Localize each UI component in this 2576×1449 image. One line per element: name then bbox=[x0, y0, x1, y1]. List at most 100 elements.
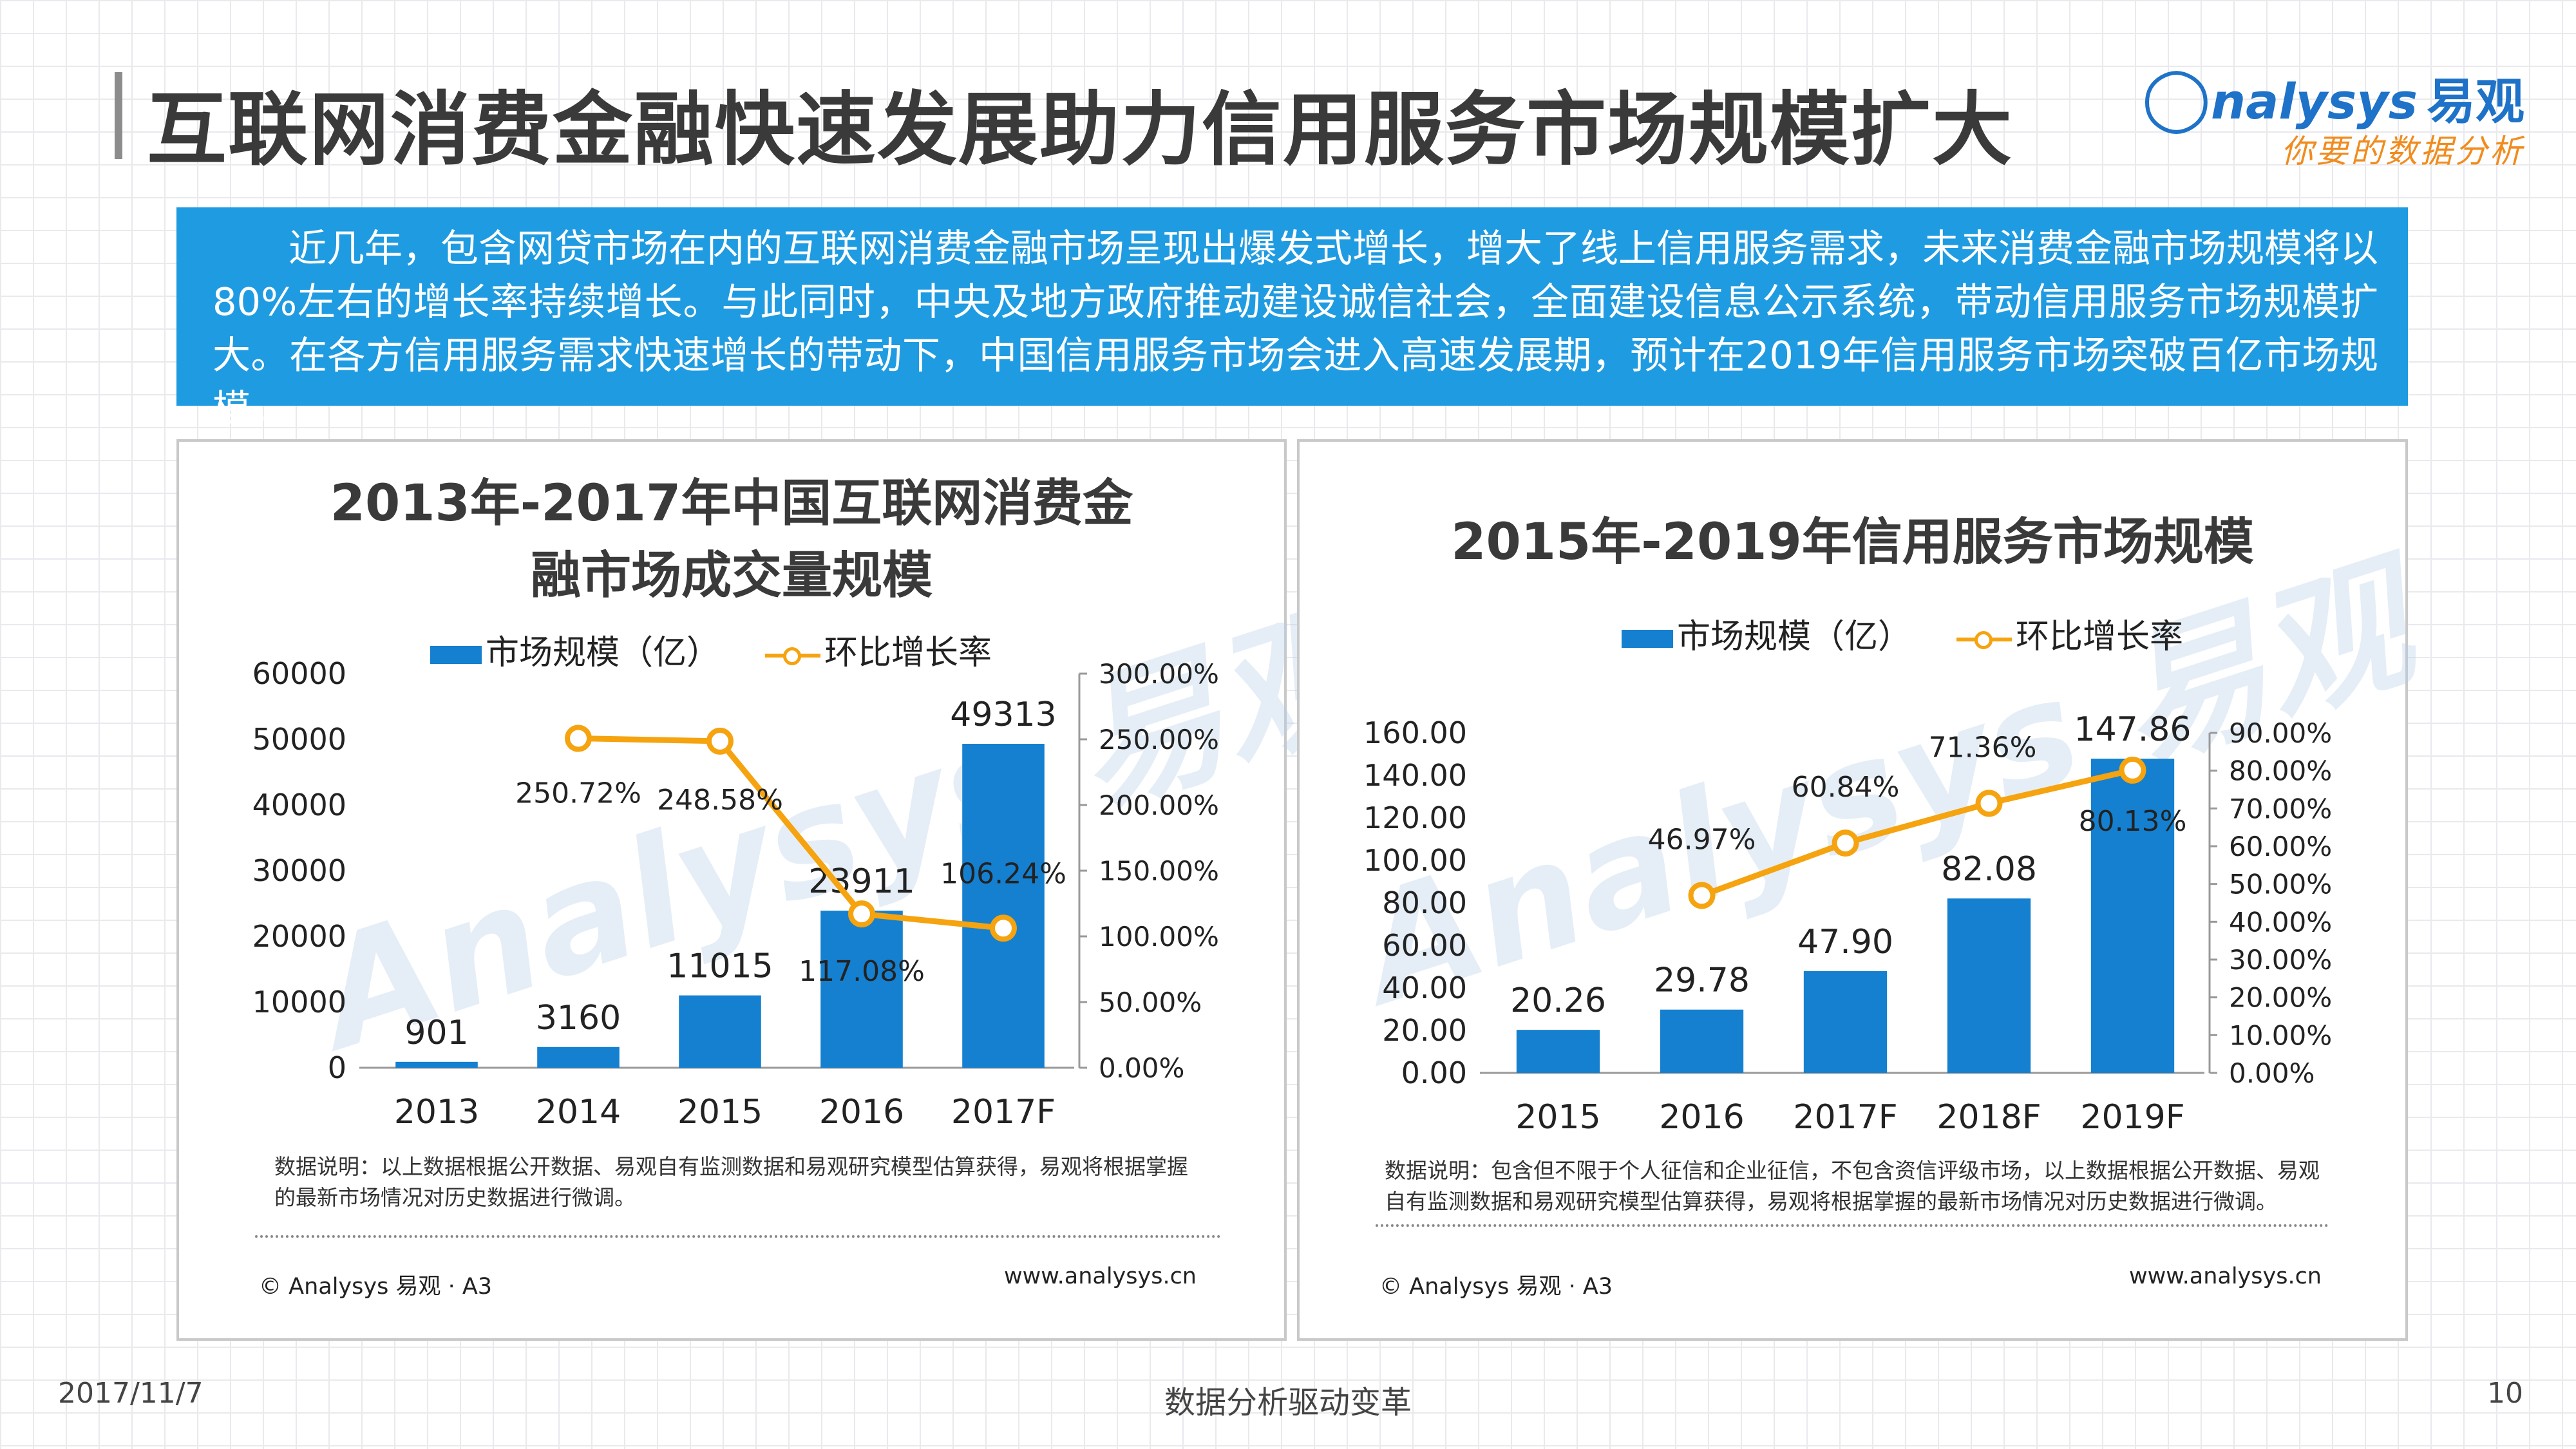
y-right-tick-label: 30.00% bbox=[2229, 944, 2332, 976]
y-right-tick-label: 100.00% bbox=[1099, 921, 1219, 952]
legend-bar-label: 市场规模（亿） bbox=[1677, 618, 1912, 656]
bar-value-label: 11015 bbox=[667, 947, 773, 986]
y-left-tick-label: 50000 bbox=[252, 722, 346, 757]
chart-title-left-line1: 2013年-2017年中国互联网消费金 bbox=[330, 475, 1133, 533]
growth-rate-label: 248.58% bbox=[657, 784, 783, 817]
chart-panel-left: Analysys 易观 2013年-2017年中国互联网消费金 融市场成交量规模… bbox=[176, 439, 1387, 1341]
y-right-tick-label: 40.00% bbox=[2229, 906, 2332, 938]
x-tick-label: 2017F bbox=[1793, 1098, 1897, 1137]
page-title: 互联网消费金融快速发展助力信用服务市场规模扩大 bbox=[147, 84, 2014, 176]
divider-left bbox=[255, 1235, 1221, 1238]
legend-right: 市场规模（亿） 环比增长率 bbox=[1622, 609, 2183, 658]
bar-value-label: 3160 bbox=[536, 999, 621, 1037]
chart-title-left-line2: 融市场成交量规模 bbox=[530, 547, 933, 605]
chart-left-svg: 0 10000 20000 30000 40000 50000 60000 0.00% 50.0… bbox=[252, 656, 1219, 1132]
logo-main: ◯nalysys 易观 bbox=[2141, 61, 2524, 133]
chart-panel-right: Analysys 易观 2015年-2019年信用服务市场规模 市场规模（亿）环… bbox=[1297, 439, 2430, 1341]
x-tick-label: 2017F bbox=[951, 1093, 1056, 1132]
growth-rate-point bbox=[848, 900, 875, 928]
y-left-tick-label: 30000 bbox=[252, 853, 346, 888]
y-left-tick-label: 160.00 bbox=[1363, 715, 1467, 750]
bar bbox=[395, 1061, 478, 1068]
y-right-tick-label: 50.00% bbox=[2229, 869, 2332, 900]
y-left-tick-label: 10000 bbox=[252, 985, 346, 1019]
bar-value-label: 29.78 bbox=[1654, 961, 1750, 1000]
growth-rate-label: 106.24% bbox=[940, 857, 1066, 890]
title-accent-bar bbox=[115, 72, 122, 159]
growth-rate-line bbox=[578, 735, 1004, 931]
legend-line-swatch bbox=[1956, 629, 2012, 649]
y-right-tick-label: 20.00% bbox=[2229, 982, 2332, 1014]
y-right-tick-label: 200.00% bbox=[1099, 790, 1219, 821]
y-right-tick-label: 300.00% bbox=[1099, 658, 1219, 690]
divider-right bbox=[1376, 1224, 2329, 1227]
x-tick-label: 2016 bbox=[1659, 1098, 1744, 1137]
growth-rate-label: 46.97% bbox=[1648, 823, 1756, 856]
y-left-tick-label: 60.00 bbox=[1382, 928, 1467, 963]
bar-value-label: 20.26 bbox=[1510, 981, 1606, 1020]
growth-rate-line bbox=[1700, 767, 2134, 898]
footer-slogan: 数据分析驱动变革 bbox=[1164, 1385, 1412, 1421]
y-right-tick-label: 250.00% bbox=[1099, 724, 1219, 755]
copyright-right: © Analysys 易观 · A3 bbox=[1379, 1274, 1613, 1300]
legend-bar-swatch bbox=[430, 646, 482, 664]
growth-rate-point bbox=[1832, 829, 1859, 857]
bar-value-label: 49313 bbox=[950, 696, 1056, 734]
bar bbox=[820, 911, 903, 1068]
y-left-tick-label: 120.00 bbox=[1363, 800, 1467, 835]
website-right: www.analysys.cn bbox=[2128, 1264, 2322, 1289]
y-right-tick-label: 0.00% bbox=[1099, 1052, 1184, 1084]
y-left-tick-label: 20000 bbox=[252, 919, 346, 954]
legend-line-label: 环比增长率 bbox=[824, 634, 992, 672]
data-note-right: 数据说明：包含但不限于个人征信和企业征信，不包含资信评级市场，以上数据根据公开数… bbox=[1385, 1158, 2320, 1214]
growth-rate-point bbox=[1975, 790, 2003, 817]
logo-tagline: 你要的数据分析 bbox=[2281, 133, 2524, 170]
y-right-tick-label: 50.00% bbox=[1099, 987, 1202, 1018]
y-left-tick-label: 0.00 bbox=[1401, 1056, 1467, 1090]
data-note-left: 数据说明：以上数据根据公开数据、易观自有监测数据和易观研究模型估算获得，易观将根… bbox=[274, 1154, 1188, 1210]
chart-title-left: 2013年-2017年中国互联网消费金 融市场成交量规模 bbox=[179, 468, 1284, 612]
logo-en: nalysys bbox=[2211, 73, 2418, 130]
bar bbox=[537, 1046, 620, 1068]
growth-rate-label: 71.36% bbox=[1929, 731, 2037, 764]
chart-right-svg: 0.00 20.00 40.00 60.00 80.00 100.00 120.00 140.… bbox=[1363, 710, 2332, 1137]
logo-cn: 易观 bbox=[2427, 73, 2524, 130]
bar bbox=[1947, 898, 2031, 1073]
footer-date: 2017/11/7 bbox=[58, 1377, 204, 1410]
bar bbox=[679, 995, 761, 1068]
growth-rate-label: 117.08% bbox=[799, 955, 925, 988]
x-tick-label: 2019F bbox=[2080, 1098, 2184, 1137]
page-number: 10 bbox=[2487, 1377, 2523, 1410]
legend-line-label: 环比增长率 bbox=[2016, 618, 2184, 656]
bar-value-label: 147.86 bbox=[2074, 710, 2192, 749]
growth-rate-point bbox=[565, 724, 592, 752]
x-tick-label: 2018F bbox=[1937, 1098, 2041, 1137]
summary-text: 近几年，包含网贷市场在内的互联网消费金融市场呈现出爆发式增长，增大了线上信用服务… bbox=[213, 226, 2379, 431]
legend-bar-swatch bbox=[1622, 630, 1673, 648]
x-tick-label: 2016 bbox=[819, 1093, 904, 1132]
y-right-tick-label: 80.00% bbox=[2229, 755, 2332, 787]
growth-rate-point bbox=[706, 727, 734, 755]
bar-value-label: 901 bbox=[404, 1014, 468, 1052]
chart-title-right: 2015年-2019年信用服务市场规模 bbox=[1300, 506, 2405, 578]
bar bbox=[1803, 971, 1888, 1073]
y-right-tick-label: 60.00% bbox=[2229, 831, 2332, 862]
bar-value-label: 47.90 bbox=[1797, 923, 1893, 961]
x-tick-label: 2015 bbox=[677, 1093, 762, 1132]
growth-rate-point bbox=[990, 914, 1017, 942]
x-tick-label: 2014 bbox=[536, 1093, 621, 1132]
summary-box: 近几年，包含网贷市场在内的互联网消费金融市场呈现出爆发式增长，增大了线上信用服务… bbox=[176, 207, 2408, 431]
y-left-tick-label: 20.00 bbox=[1382, 1013, 1467, 1048]
growth-rate-label: 250.72% bbox=[515, 777, 641, 810]
bar bbox=[1516, 1030, 1600, 1073]
analysys-logo: ◯nalysys 易观 你要的数据分析 bbox=[2142, 61, 2524, 170]
bar bbox=[2090, 759, 2175, 1073]
y-left-tick-label: 100.00 bbox=[1363, 843, 1467, 878]
bar-value-label: 82.08 bbox=[1941, 850, 2037, 889]
growth-rate-point bbox=[1688, 882, 1716, 909]
y-right-tick-label: 0.00% bbox=[2229, 1057, 2315, 1089]
y-right-tick-label: 150.00% bbox=[1099, 855, 1219, 887]
growth-rate-point bbox=[2119, 756, 2146, 784]
y-left-tick-label: 40000 bbox=[252, 788, 346, 822]
y-left-tick-label: 40.00 bbox=[1382, 971, 1467, 1005]
